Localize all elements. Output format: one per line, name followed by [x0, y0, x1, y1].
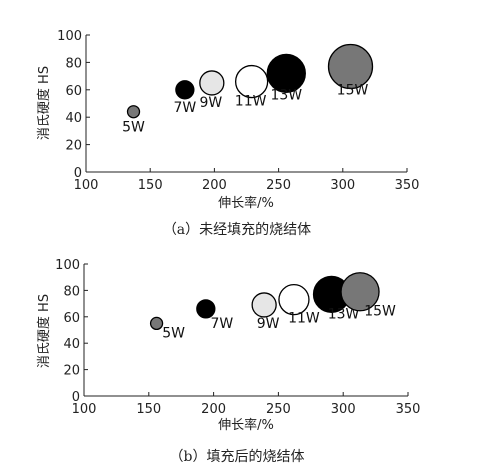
chart-a-point-label-15w: 15W — [337, 83, 369, 99]
chart-a-xticks: 100 150 200 250 300 350 — [74, 168, 420, 193]
chart-a-point-9w — [199, 70, 225, 96]
chart-b-xtick-label: 350 — [396, 402, 421, 417]
chart-b-xtick-label: 300 — [331, 402, 356, 417]
chart-a-point-label-13w: 13W — [270, 87, 302, 103]
chart-b-ytick-label: 0 — [72, 390, 80, 405]
chart-a-point-15w — [327, 43, 374, 90]
chart-b-ytick-label: 100 — [55, 258, 80, 273]
chart-a-ylabel: 消氏硬度 HS — [36, 66, 52, 140]
chart-b-xticks: 100 150 200 250 300 350 — [72, 392, 421, 417]
chart-b-xtick-label: 250 — [266, 402, 291, 417]
chart-b-ytick-label: 40 — [63, 337, 80, 352]
chart-a-xtick-label: 100 — [74, 178, 99, 193]
chart-b-point-11w — [278, 283, 310, 316]
chart-b-point-label-7w: 7W — [210, 316, 233, 332]
chart-b-ytick-label: 60 — [63, 311, 80, 326]
chart-a-yticks: 0 20 40 60 80 100 — [57, 29, 90, 181]
chart-a-point-13w — [266, 53, 306, 94]
chart-a-point-5w — [126, 105, 141, 119]
chart-b-xtick-label: 200 — [201, 402, 226, 417]
chart-a-point-11w — [234, 64, 269, 99]
chart-a-point-label-9w: 9W — [199, 95, 222, 111]
chart-a-xtick-label: 350 — [395, 178, 420, 193]
chart-a-ytick-label: 40 — [65, 111, 82, 126]
chart-a-point-label-7w: 7W — [173, 100, 196, 116]
chart-b-point-15w — [340, 272, 380, 312]
chart-b-point-label-13w: 13W — [328, 306, 360, 322]
chart-b-xtick-label: 100 — [72, 402, 97, 417]
chart-a-points: 5W 7W 9W 11W 13W 15W — [122, 43, 374, 136]
chart-a-ytick-label: 60 — [65, 84, 82, 99]
chart-a-ytick-label: 20 — [65, 139, 82, 154]
chart-a-point-label-5w: 5W — [122, 120, 145, 136]
chart-b-ytick-label: 80 — [63, 284, 80, 299]
chart-a-xtick-label: 300 — [330, 178, 355, 193]
chart-b-point-9w — [251, 292, 277, 318]
chart-b-point-label-5w: 5W — [162, 325, 185, 341]
chart-a-ytick-label: 100 — [57, 29, 82, 44]
chart-b-xlabel: 伸长率/% — [218, 417, 274, 433]
chart-a-xlabel: 伸长率/% — [218, 195, 274, 211]
chart-b-point-5w — [149, 316, 164, 331]
chart-a-caption: （a）未经填充的烧结体 — [163, 222, 311, 238]
chart-a-xtick-label: 200 — [202, 178, 227, 193]
chart-a-point-7w — [175, 80, 195, 100]
chart-b-caption: （b）填充后的烧结体 — [170, 449, 305, 465]
chart-b-point-7w — [196, 299, 216, 319]
chart-b-point-label-15w: 15W — [364, 304, 396, 320]
chart-a-xtick-label: 150 — [138, 178, 163, 193]
chart-b-yticks: 0 20 40 60 80 100 — [55, 258, 88, 405]
chart-a-ytick-label: 80 — [65, 56, 82, 71]
chart-a-xtick-label: 250 — [266, 178, 291, 193]
chart-b-point-label-9w: 9W — [257, 316, 280, 332]
chart-b-ylabel: 消氏硬度 HS — [36, 294, 52, 368]
chart-b-points: 5W 7W 9W 11W 13W 15W — [149, 272, 396, 341]
chart-b-point-label-11w: 11W — [288, 311, 320, 327]
chart-a-point-label-11w: 11W — [235, 94, 267, 110]
chart-b-ytick-label: 20 — [63, 364, 80, 379]
chart-a-ytick-label: 0 — [74, 166, 82, 181]
chart-b-xtick-label: 150 — [136, 402, 161, 417]
